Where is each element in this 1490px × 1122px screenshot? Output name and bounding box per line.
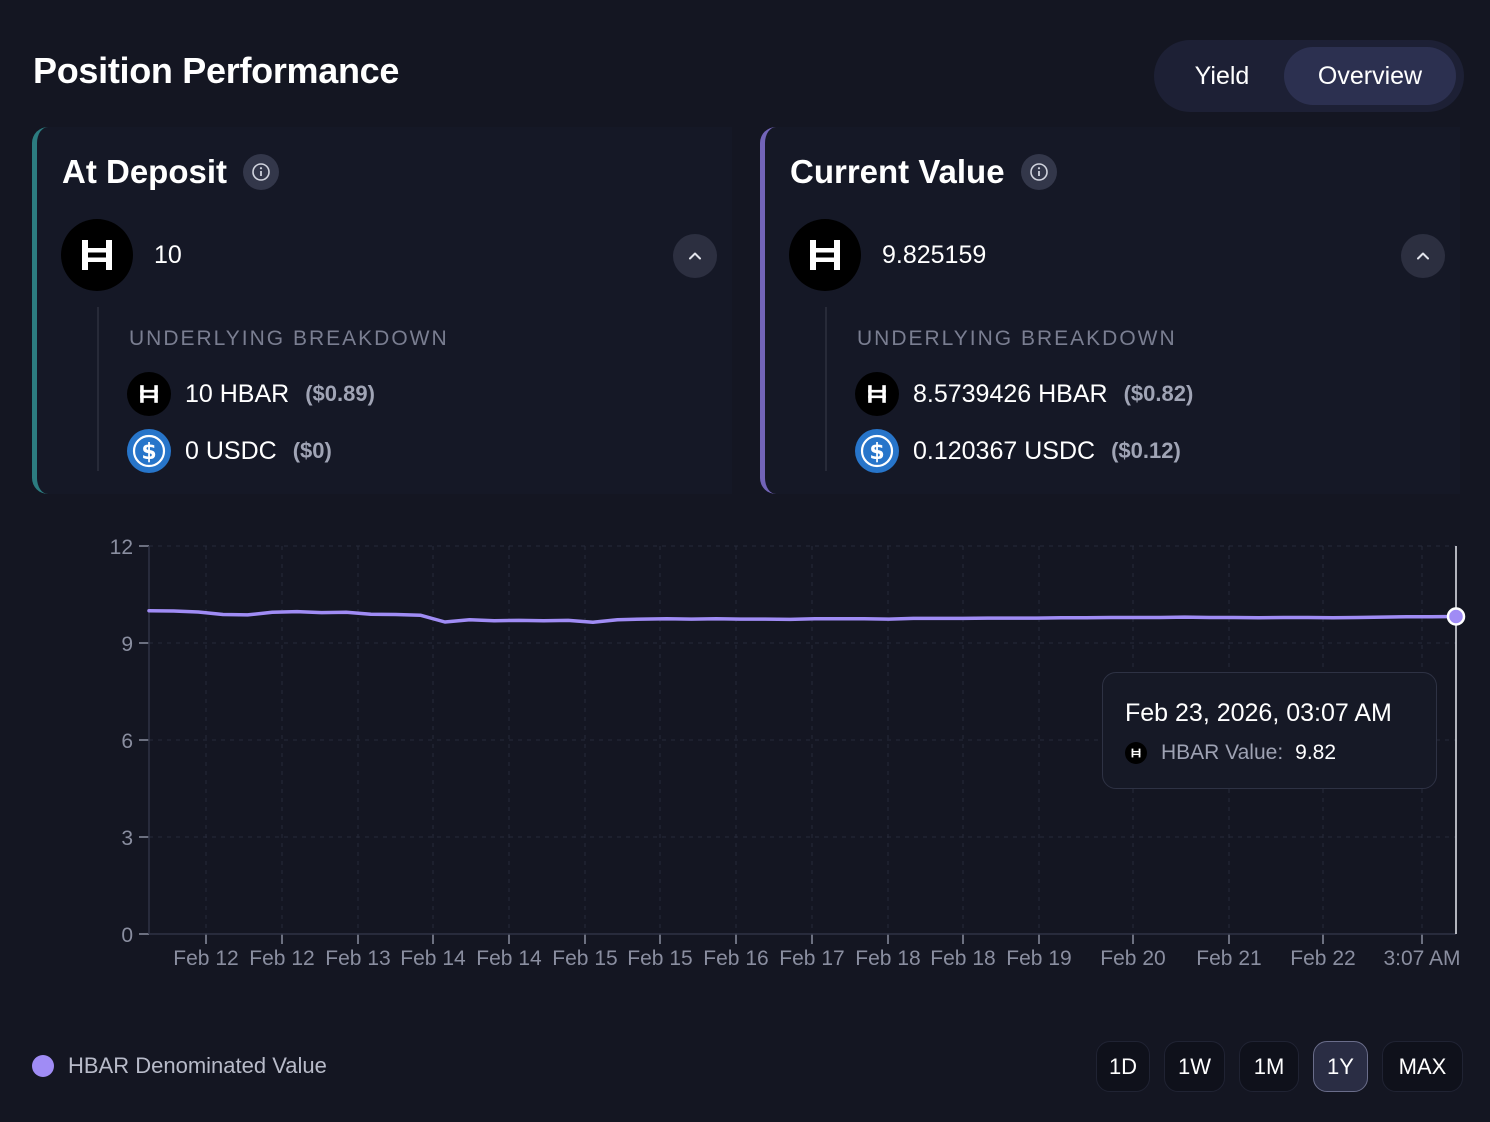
- breakdown-amount: 0.120367 USDC: [913, 436, 1096, 465]
- collapse-button[interactable]: [1401, 234, 1445, 278]
- at-deposit-header: At Deposit: [62, 153, 279, 191]
- breakdown-usd: ($0.82): [1123, 381, 1194, 406]
- hbar-icon: [789, 219, 861, 291]
- tooltip-label: HBAR Value:: [1161, 741, 1284, 764]
- deposit-amount: 10: [154, 241, 182, 269]
- breakdown-usd: ($0.12): [1111, 438, 1181, 463]
- range-1d-button[interactable]: 1D: [1096, 1041, 1150, 1092]
- page-title: Position Performance: [33, 50, 400, 91]
- svg-text:$: $: [141, 440, 156, 465]
- hbar-icon: [61, 219, 133, 291]
- x-tick-label: Feb 22: [1290, 947, 1355, 970]
- y-tick-label: 9: [121, 633, 133, 656]
- tooltip-row: HBAR Value: 9.82: [1125, 741, 1336, 765]
- legend-dot: [32, 1055, 54, 1077]
- info-icon[interactable]: [243, 154, 279, 190]
- x-tick-label: Feb 20: [1100, 947, 1165, 970]
- legend-label: HBAR Denominated Value: [68, 1053, 327, 1078]
- at-deposit-title: At Deposit: [62, 153, 227, 190]
- range-1y-button[interactable]: 1Y: [1313, 1041, 1368, 1092]
- tooltip-date: Feb 23, 2026, 03:07 AM: [1125, 699, 1392, 727]
- breakdown-row-usdc: $ 0 USDC ($0): [127, 429, 332, 473]
- chart-legend: HBAR Denominated Value: [32, 1053, 327, 1079]
- current-value-header: Current Value: [790, 153, 1057, 191]
- x-tick-label: Feb 12: [173, 947, 238, 970]
- at-deposit-card: At Deposit 10 UNDERLYING BREAKDOWN 10 HB…: [32, 127, 732, 494]
- y-tick-label: 0: [121, 924, 133, 947]
- breakdown-usd: ($0): [292, 438, 332, 463]
- x-tick-label: Feb 13: [325, 947, 390, 970]
- underlying-breakdown: UNDERLYING BREAKDOWN 10 HBAR ($0.89) $ 0…: [97, 307, 697, 473]
- usdc-icon: $: [855, 429, 899, 473]
- breakdown-row-usdc: $ 0.120367 USDC ($0.12): [855, 429, 1181, 473]
- breakdown-amount: 8.5739426 HBAR: [913, 379, 1108, 408]
- hbar-icon: [855, 372, 899, 416]
- range-max-button[interactable]: MAX: [1382, 1041, 1463, 1092]
- x-tick-label: Feb 18: [930, 947, 995, 970]
- x-tick-label: Feb 15: [627, 947, 692, 970]
- current-value-title: Current Value: [790, 153, 1005, 190]
- x-tick-label: Feb 14: [476, 947, 542, 970]
- tab-overview[interactable]: Overview: [1284, 47, 1456, 105]
- range-1m-button[interactable]: 1M: [1239, 1041, 1299, 1092]
- chart-tooltip: Feb 23, 2026, 03:07 AM HBAR Value: 9.82: [1102, 672, 1437, 789]
- x-tick-label: Feb 21: [1196, 947, 1261, 970]
- x-tick-label: 3:07 AM: [1383, 947, 1460, 970]
- info-icon[interactable]: [1020, 154, 1057, 190]
- tab-yield[interactable]: Yield: [1194, 61, 1250, 90]
- breakdown-amount: 10 HBAR: [185, 379, 290, 408]
- underlying-breakdown: UNDERLYING BREAKDOWN 8.5739426 HBAR ($0.…: [825, 307, 1425, 473]
- breakdown-amount: 0 USDC: [185, 436, 277, 465]
- x-tick-label: Feb 17: [779, 947, 844, 970]
- breakdown-row-hbar: 8.5739426 HBAR ($0.82): [855, 372, 1193, 416]
- view-toggle: Yield Overview: [1154, 40, 1464, 112]
- hbar-icon: [127, 372, 171, 416]
- x-tick-label: Feb 15: [552, 947, 617, 970]
- current-amount: 9.825159: [882, 241, 987, 269]
- y-tick-label: 3: [121, 827, 133, 850]
- tooltip-value: 9.82: [1295, 741, 1337, 764]
- breakdown-label: UNDERLYING BREAKDOWN: [129, 327, 449, 350]
- collapse-button[interactable]: [673, 234, 717, 278]
- x-tick-label: Feb 12: [249, 947, 314, 970]
- svg-text:$: $: [869, 440, 884, 465]
- y-tick-label: 6: [121, 730, 133, 753]
- x-tick-label: Feb 19: [1006, 947, 1071, 970]
- performance-chart[interactable]: 12 9 6 3 0 Feb 12 Feb 12 Feb 13 Feb 14 Feb 14 Feb …: [0, 520, 1490, 990]
- x-tick-label: Feb 18: [855, 947, 920, 970]
- series-line: [147, 608, 1458, 625]
- usdc-icon: $: [127, 429, 171, 473]
- breakdown-row-hbar: 10 HBAR ($0.89): [127, 372, 375, 416]
- chevron-up-icon: [689, 252, 701, 260]
- chevron-up-icon: [1417, 252, 1429, 260]
- current-value-card: Current Value 9.825159 UNDERLYING BREAKD…: [760, 127, 1460, 494]
- time-range-selector: 1D 1W 1M 1Y MAX: [1096, 1041, 1463, 1092]
- x-tick-label: Feb 16: [703, 947, 768, 970]
- breakdown-usd: ($0.89): [305, 381, 375, 406]
- breakdown-label: UNDERLYING BREAKDOWN: [857, 327, 1177, 350]
- x-tick-label: Feb 14: [400, 947, 466, 970]
- active-point: [1446, 607, 1466, 626]
- range-1w-button[interactable]: 1W: [1164, 1041, 1225, 1092]
- hbar-icon: [1125, 742, 1147, 764]
- y-tick-label: 12: [110, 536, 133, 559]
